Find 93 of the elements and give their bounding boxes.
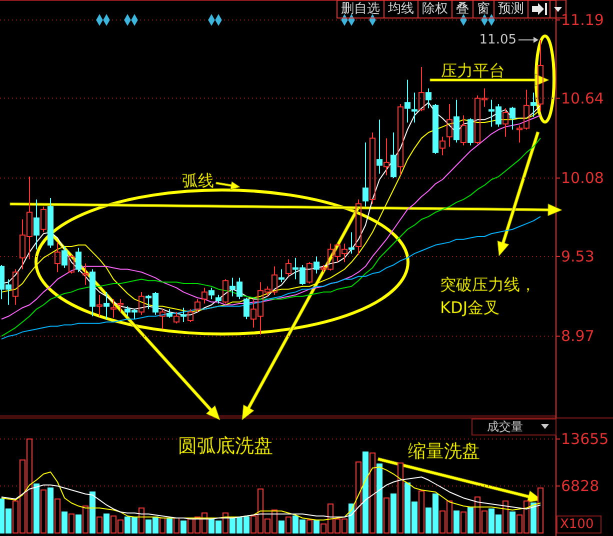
bar [418, 490, 424, 534]
bar [376, 463, 382, 534]
bar [90, 491, 96, 534]
candlestick [82, 263, 88, 286]
candlestick [34, 198, 40, 250]
candlestick [530, 92, 536, 118]
bar [82, 506, 88, 534]
candlestick [194, 298, 200, 312]
candlestick [454, 99, 460, 143]
y-axis-title: X100 [560, 517, 594, 532]
y-tick-label: 10.64 [561, 89, 604, 108]
line-series [1, 138, 541, 337]
candlestick [208, 287, 214, 300]
bar [54, 498, 60, 534]
bar [40, 489, 46, 534]
candlestick [110, 298, 116, 318]
y-tick-label: 8.97 [561, 327, 594, 346]
bar [390, 493, 396, 534]
bar [160, 517, 166, 534]
bar [398, 462, 404, 534]
bar [278, 520, 284, 534]
bar [138, 508, 144, 534]
candlestick [412, 92, 418, 124]
bar [454, 510, 460, 534]
annotation: 突破压力线， KDJ金叉 [440, 275, 536, 318]
candlestick [104, 292, 110, 320]
bar [362, 452, 368, 534]
candlestick [376, 119, 382, 174]
bar [314, 519, 320, 534]
candlestick [468, 118, 474, 146]
bar [538, 487, 544, 534]
bar [384, 497, 390, 534]
candlestick [538, 39, 544, 112]
candlestick [446, 104, 452, 148]
bar [104, 514, 110, 534]
bar [96, 516, 102, 534]
annotation: 删自选 [341, 2, 380, 16]
annotation: 窗 [477, 0, 490, 16]
candlestick [62, 246, 68, 268]
bar [468, 506, 474, 534]
y-tick-label: 6828 [561, 477, 600, 496]
candlestick [384, 138, 390, 176]
bar [166, 518, 172, 534]
y-tick-label: 13655 [561, 430, 609, 448]
y-tick-label: 11.19 [561, 10, 604, 29]
bar [510, 512, 516, 534]
bar [306, 519, 312, 534]
annotation: 圆弧底洗盘 [178, 435, 273, 457]
candlestick [138, 292, 144, 316]
bar [68, 514, 74, 534]
candlestick [398, 104, 404, 176]
bar [460, 512, 466, 534]
chart-title: 成交量 [487, 420, 523, 434]
candlestick [510, 106, 516, 130]
annotation: 预测 [498, 2, 524, 16]
annotation: 均线 [387, 2, 414, 16]
candlestick [348, 232, 354, 254]
candlestick [362, 142, 368, 208]
candlestick [314, 256, 320, 274]
annotation: 弧线 [182, 171, 214, 190]
candlestick [426, 88, 432, 109]
bar [222, 512, 228, 534]
candlestick [54, 242, 60, 273]
annotation: 叠 [456, 2, 469, 16]
bar [48, 487, 54, 534]
line-series [1, 476, 541, 520]
y-tick-label: 10.08 [561, 169, 604, 188]
annotation: 缩量洗盘 [408, 441, 480, 462]
candlestick [76, 247, 82, 273]
bar [62, 512, 68, 534]
bar [530, 502, 536, 534]
bar [356, 461, 362, 534]
bar [502, 500, 508, 534]
bar [286, 516, 292, 534]
candlestick [404, 79, 410, 124]
bar [34, 484, 40, 534]
bar [76, 514, 82, 534]
bar [180, 520, 186, 534]
candlestick [96, 294, 102, 317]
candlestick [390, 132, 396, 179]
line-series [1, 216, 541, 340]
y-tick-label: 9.53 [561, 247, 594, 266]
annotation: 除权 [422, 2, 448, 16]
annotation: 11.05 [479, 32, 516, 48]
annotation: 压力平台 [441, 61, 505, 80]
candlestick [244, 297, 250, 320]
bar [174, 517, 180, 534]
bar [370, 452, 376, 534]
candlestick [118, 298, 124, 312]
candlestick [180, 307, 186, 322]
candlestick [160, 308, 166, 330]
line-series [1, 466, 541, 520]
candlestick [460, 114, 466, 146]
